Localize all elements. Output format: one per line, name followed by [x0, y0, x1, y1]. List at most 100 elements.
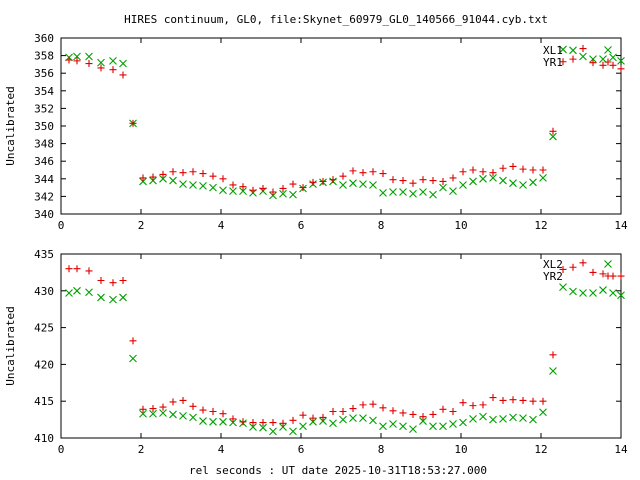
data-point-xl1: [73, 52, 81, 61]
data-point-yr1: [289, 180, 297, 188]
data-point-yr2: [589, 268, 597, 276]
data-point-xl2: [209, 417, 217, 426]
data-point-yr1: [569, 55, 577, 63]
data-point-yr2: [349, 405, 357, 413]
data-point-yr2: [399, 409, 407, 417]
data-point-xl1: [449, 187, 457, 196]
data-point-yr2: [199, 406, 207, 414]
data-point-xl2: [129, 354, 137, 363]
data-point-yr1: [609, 61, 617, 69]
data-point-yr1: [139, 174, 147, 182]
data-point-yr1: [169, 168, 177, 176]
data-point-yr1: [489, 169, 497, 177]
data-point-xl2: [399, 422, 407, 431]
data-point-xl1: [559, 45, 567, 54]
x-tick-label: 12: [534, 219, 547, 232]
data-point-yr1: [449, 174, 457, 182]
chart-title: HIRES continuum, GL0, file:Skynet_60979_…: [124, 13, 548, 26]
data-point-yr2: [617, 272, 625, 280]
data-point-xl1: [529, 178, 537, 187]
data-point-xl1: [209, 183, 217, 192]
data-point-yr1: [269, 188, 277, 196]
data-point-xl1: [109, 56, 117, 65]
y-tick-label: 352: [34, 102, 54, 115]
data-point-yr1: [429, 177, 437, 185]
data-point-yr2: [319, 413, 327, 421]
data-point-yr2: [409, 410, 417, 418]
legend-marker-yr2: [604, 272, 612, 280]
data-point-xl2: [379, 422, 387, 431]
y-tick-label: 410: [34, 432, 54, 445]
data-point-xl1: [609, 53, 617, 62]
data-point-xl2: [319, 417, 327, 425]
data-point-xl1: [369, 181, 377, 189]
data-point-yr2: [169, 398, 177, 406]
data-point-xl2: [459, 418, 467, 427]
data-point-yr1: [469, 166, 477, 174]
legend-entry-yr1: YR1: [543, 56, 563, 69]
data-point-xl2: [309, 417, 317, 426]
data-point-xl2: [279, 423, 287, 431]
data-point-xl2: [539, 408, 547, 417]
data-point-xl1: [489, 174, 497, 182]
data-point-yr2: [559, 265, 567, 273]
data-point-yr1: [589, 59, 597, 67]
data-point-yr2: [259, 419, 267, 427]
legend-entry-xl2: XL2: [543, 258, 563, 271]
data-point-yr2: [119, 276, 127, 284]
data-point-yr1: [97, 64, 105, 72]
data-point-yr1: [149, 173, 157, 181]
x-tick-label: 10: [454, 219, 467, 232]
data-point-yr1: [65, 56, 73, 64]
legend-entry-xl1: XL1: [543, 44, 563, 57]
data-point-xl2: [219, 417, 227, 426]
data-point-xl1: [419, 188, 427, 196]
data-point-yr2: [569, 263, 577, 271]
data-point-xl1: [149, 176, 157, 185]
data-point-xl2: [579, 289, 587, 297]
data-point-yr1: [179, 169, 187, 177]
y-tick-label: 346: [34, 155, 54, 168]
data-point-yr1: [459, 168, 467, 176]
data-point-xl2: [419, 417, 427, 425]
data-point-yr2: [239, 418, 247, 426]
data-point-xl1: [139, 177, 147, 186]
data-point-xl2: [65, 289, 73, 297]
data-point-xl2: [609, 289, 617, 297]
data-point-yr1: [309, 178, 317, 186]
data-point-yr2: [97, 276, 105, 284]
data-point-yr1: [189, 168, 197, 176]
data-point-xl2: [189, 413, 197, 422]
data-point-yr2: [599, 270, 607, 278]
data-point-xl1: [199, 181, 207, 190]
data-point-yr1: [299, 184, 307, 192]
data-point-yr2: [339, 408, 347, 416]
data-point-yr1: [129, 119, 137, 127]
legend-marker-yr1: [604, 58, 612, 66]
y-tick-label: 425: [34, 322, 54, 335]
y-tick-label: 435: [34, 248, 54, 261]
data-point-yr1: [359, 169, 367, 177]
data-point-xl2: [489, 415, 497, 424]
data-point-yr1: [85, 60, 93, 68]
data-point-xl1: [429, 190, 437, 199]
data-point-xl1: [389, 188, 397, 196]
data-point-xl2: [369, 416, 377, 425]
data-point-yr1: [109, 66, 117, 74]
data-point-xl1: [499, 176, 507, 185]
x-tick-label: 10: [454, 443, 467, 456]
legend-marker-xl2: [604, 260, 612, 268]
data-point-yr2: [279, 419, 287, 427]
data-point-yr2: [489, 394, 497, 402]
data-point-yr2: [269, 419, 277, 427]
data-point-xl1: [379, 188, 387, 197]
data-point-xl1: [339, 181, 347, 189]
data-point-xl2: [339, 415, 347, 424]
data-point-yr2: [85, 267, 93, 275]
x-tick-label: 2: [138, 443, 145, 456]
x-tick-label: 12: [534, 443, 547, 456]
y-tick-label: 358: [34, 50, 54, 63]
data-point-yr1: [529, 166, 537, 174]
x-tick-label: 4: [218, 219, 225, 232]
x-tick-label: 4: [218, 443, 225, 456]
